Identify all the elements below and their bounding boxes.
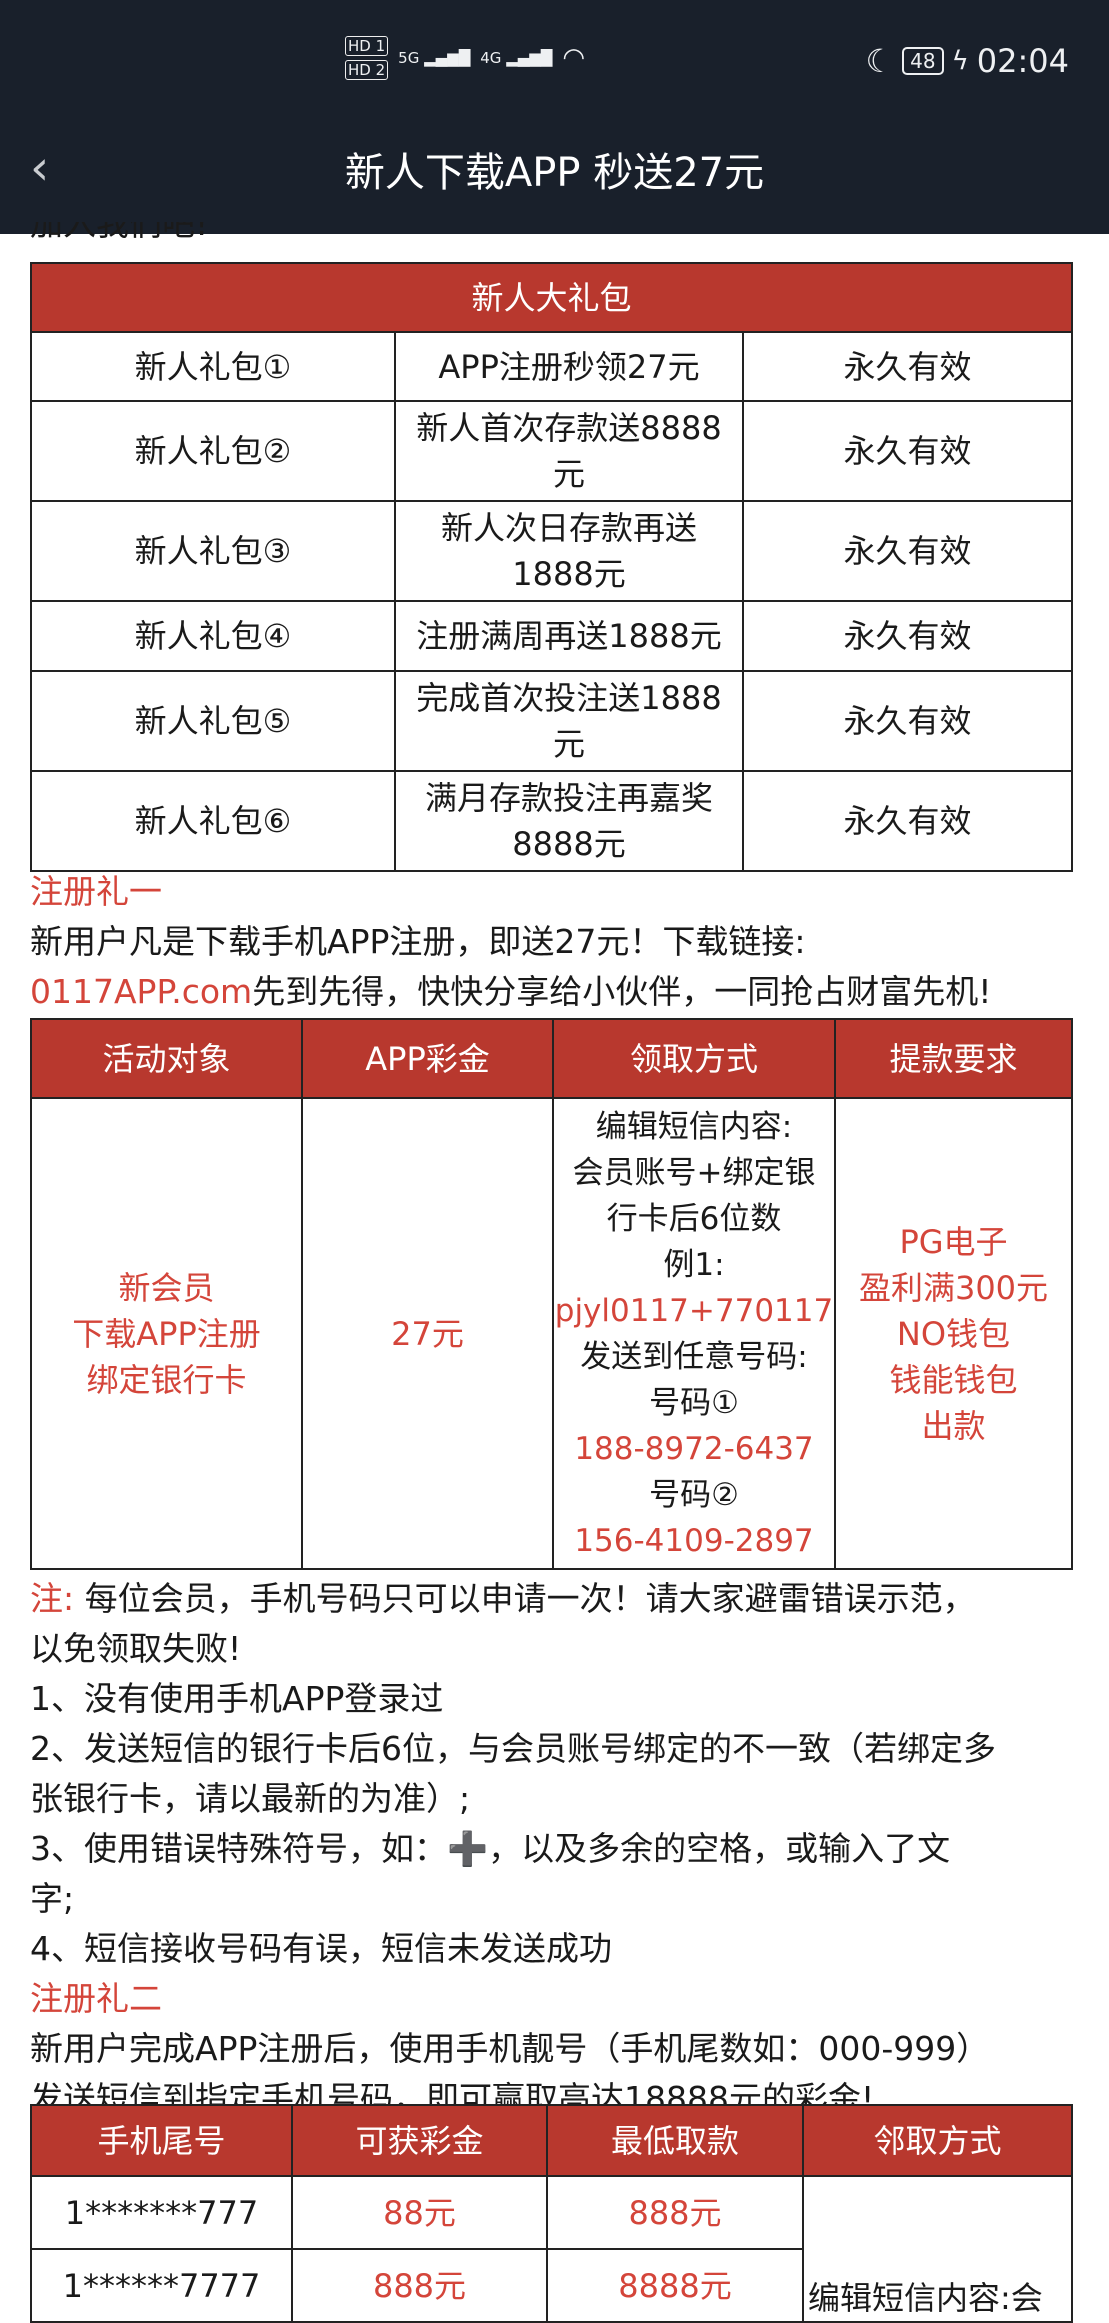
- table-row: 新会员 下载APP注册 绑定银行卡 27元 编辑短信内容: 会员账号+绑定银 行卡后6位…: [30, 1097, 1073, 1570]
- gift1-desc: 新用户凡是下载手机APP注册，即送27元！下载链接:: [30, 922, 806, 961]
- table-row: 新人礼包③ 新人次日存款再送1888元 永久有效: [30, 500, 1073, 602]
- page-title: 新人下载APP 秒送27元: [344, 150, 765, 196]
- table-row: 1*******777 88元 888元 编辑短信内容:会: [30, 2175, 1073, 2323]
- phone-number-1[interactable]: 188-8972-6437: [574, 1430, 814, 1467]
- gift1-table: 活动对象 APP彩金 领取方式 提款要求 新会员 下载APP注册 绑定银行卡 27元 编辑…: [30, 1018, 1073, 1570]
- status-bar: HD 1 HD 2 5G ▂▄▆█ 4G ▂▄▆█ ◠ ☾ 48 ϟ 02:04: [0, 0, 1109, 110]
- table-row: 新人礼包⑥ 满月存款投注再嘉奖8888元 永久有效: [30, 770, 1073, 872]
- table-row: 新人礼包② 新人首次存款送8888元 永久有效: [30, 400, 1073, 502]
- download-link[interactable]: 0117APP.com: [30, 972, 253, 1011]
- gift1-title: 注册礼一: [30, 872, 162, 911]
- table-row: 新人礼包④ 注册满周再送1888元 永久有效: [30, 600, 1073, 672]
- wifi-icon: ◠: [562, 43, 586, 73]
- phone-number-2[interactable]: 156-4109-2897: [574, 1522, 814, 1559]
- signal-indicators: HD 1 HD 2 5G ▂▄▆█ 4G ▂▄▆█ ◠: [345, 36, 585, 80]
- moon-icon: ☾: [865, 42, 895, 80]
- gift2-desc: 新用户完成APP注册后，使用手机靓号（手机尾数如：000-999）: [30, 2029, 990, 2068]
- 4g-signal-icon: 4G ▂▄▆█: [480, 49, 553, 67]
- table-row: 新人礼包① APP注册秒领27元 永久有效: [30, 331, 1073, 402]
- gift2-title: 注册礼二: [30, 1979, 162, 2018]
- sim2-icon: HD 2: [345, 60, 389, 80]
- table-row: 新人礼包⑤ 完成首次投注送1888元 永久有效: [30, 670, 1073, 772]
- clock: 02:04: [976, 42, 1069, 80]
- back-button[interactable]: ‹: [30, 140, 50, 196]
- gift-pack-table: 新人大礼包 新人礼包① APP注册秒领27元 永久有效 新人礼包② 新人首次存款送88…: [30, 262, 1073, 872]
- gift2-table: 手机尾号 可获彩金 最低取款 邻取方式 1*******777 88元 888元 编辑短信…: [30, 2104, 1073, 2323]
- sim1-icon: HD 1: [345, 36, 389, 56]
- nav-bar: ‹ 新人下载APP 秒送27元: [0, 110, 1109, 234]
- charging-icon: ϟ: [951, 46, 969, 76]
- battery-icon: 48: [902, 47, 944, 75]
- gift1-desc-2: 0117APP.com先到先得，快快分享给小伙伴，一同抢占财富先机!: [30, 972, 992, 1011]
- table-header: 新人大礼包: [30, 262, 1073, 333]
- intro-text-cut: 加入我们吧!: [30, 222, 209, 243]
- 5g-signal-icon: 5G ▂▄▆█: [398, 49, 471, 67]
- plus-icon: ➕: [447, 1829, 489, 1868]
